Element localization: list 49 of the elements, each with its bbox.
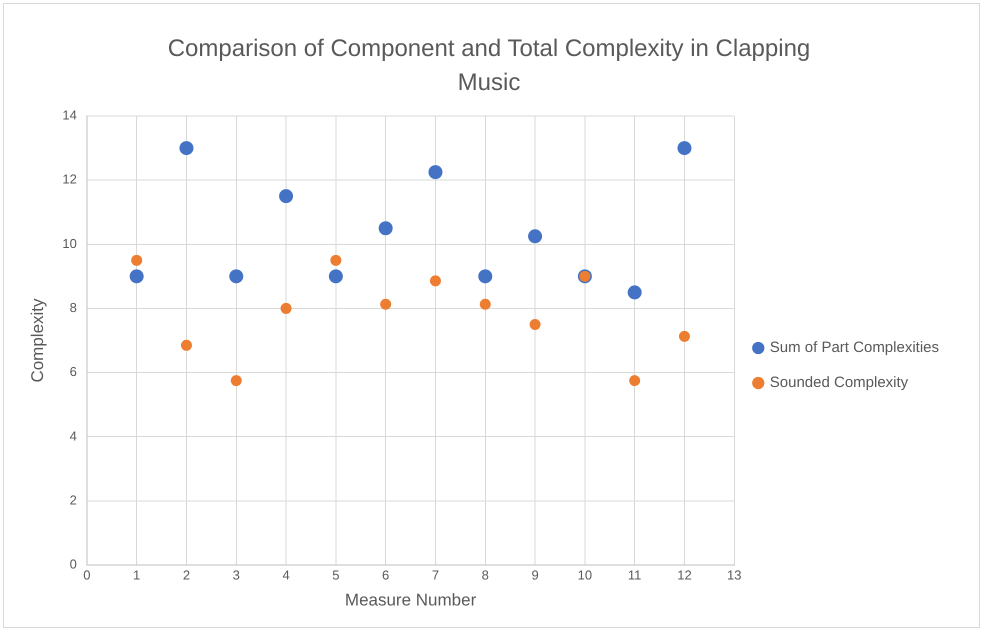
point [180, 340, 192, 351]
y-axis-title: Complexity [28, 298, 47, 383]
x-tick-label: 9 [531, 567, 539, 582]
x-tick-label: 11 [628, 567, 642, 582]
point [378, 221, 393, 236]
point [478, 269, 492, 284]
point [380, 298, 392, 310]
y-tick-label: 12 [62, 172, 77, 187]
y-tick-label: 2 [70, 492, 77, 508]
point [528, 229, 542, 244]
point [328, 269, 343, 284]
point [530, 318, 541, 330]
x-tick-label: 5 [332, 567, 340, 582]
point [229, 269, 244, 284]
x-tick-label: 3 [232, 567, 240, 582]
point [131, 254, 142, 266]
point [678, 330, 690, 342]
x-tick-label: 10 [578, 567, 592, 582]
y-tick-label: 0 [70, 556, 77, 572]
legend-label: Sounded Complexity [770, 374, 909, 392]
point [428, 165, 442, 180]
x-axis-title: Measure Number [344, 590, 477, 610]
x-tick-label: 4 [282, 567, 290, 582]
x-tick-label: 13 [727, 567, 742, 582]
chart-title: Comparison of Component and Total Complexity in Clapping Music [166, 34, 812, 98]
point [628, 285, 642, 300]
y-tick-label: 6 [70, 364, 77, 380]
point [230, 375, 242, 386]
point [430, 275, 441, 286]
x-tick-label: 2 [182, 567, 190, 582]
x-tick-label: 8 [482, 567, 489, 582]
point [677, 141, 692, 156]
legend-label: Sum of Part Complexities [770, 339, 940, 356]
y-tick-label: 10 [62, 236, 77, 251]
x-tick-label: 1 [133, 567, 140, 582]
x-tick-label: 7 [432, 567, 440, 582]
point [280, 302, 292, 314]
point [480, 298, 491, 310]
point [130, 269, 144, 284]
y-tick-label: 14 [62, 108, 77, 123]
y-tick-label: 4 [70, 428, 77, 444]
point [330, 254, 342, 266]
x-tick-label: 12 [677, 567, 692, 582]
y-tick-label: 8 [70, 300, 77, 316]
x-tick-label: 6 [382, 567, 390, 582]
point [629, 375, 640, 386]
point [179, 141, 194, 156]
point [279, 189, 294, 204]
x-tick-label: 0 [83, 567, 90, 582]
